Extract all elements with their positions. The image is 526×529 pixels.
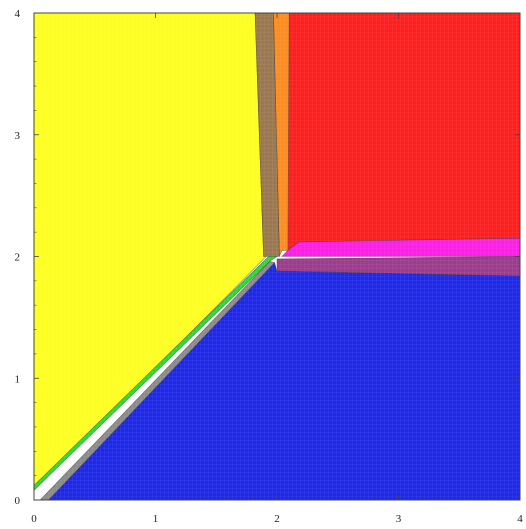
x-axis: 0 1 2 3 4 <box>31 13 523 525</box>
x-tick-label: 1 <box>153 513 159 525</box>
x-tick-label: 4 <box>517 513 523 525</box>
x-tick-label: 3 <box>396 513 402 525</box>
y-axis: 0 1 2 3 4 <box>15 8 520 507</box>
y-tick-label: 2 <box>15 252 21 264</box>
y-tick-label: 1 <box>15 373 21 385</box>
y-tick-label: 0 <box>15 495 21 507</box>
x-tick-label: 2 <box>274 513 280 525</box>
mesh-overlay <box>34 13 520 500</box>
x-tick-label: 0 <box>31 513 37 525</box>
y-tick-label: 4 <box>15 8 21 20</box>
y-tick-label: 3 <box>15 130 21 142</box>
